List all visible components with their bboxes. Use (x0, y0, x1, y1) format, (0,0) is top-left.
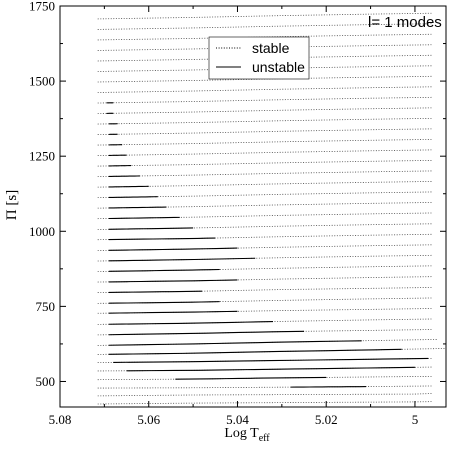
legend-stable-label: stable (252, 40, 290, 56)
y-tick-label-1: 750 (36, 299, 56, 314)
legend-box (208, 36, 310, 80)
unstable-mode-line-12-0 (108, 290, 202, 293)
unstable-mode-line-3-0 (175, 376, 327, 380)
unstable-mode-line-10-0 (108, 310, 238, 314)
stable-mode-line-1 (97, 393, 433, 397)
unstable-mode-line-17-0 (108, 237, 216, 241)
y-tick-label-5: 1750 (29, 0, 55, 14)
x-tick-label-4: 5 (412, 412, 419, 427)
plot-frame (59, 5, 447, 408)
axes-layer: 5.08 5.06 5.04 5.02 5 500 750 1000 1250 1500 1750 (29, 0, 447, 427)
x-tick-label-2: 5.04 (226, 412, 249, 427)
unstable-mode-line-21-0 (108, 196, 158, 199)
unstable-mode-line-8-0 (108, 330, 305, 336)
unstable-mode-line-7-0 (108, 340, 362, 346)
y-tick-label-3: 1250 (29, 149, 55, 164)
unstable-mode-line-20-0 (108, 206, 167, 209)
mode-annotation: l= 1 modes (368, 14, 442, 31)
unstable-mode-line-5-0 (113, 357, 429, 363)
series-layer (97, 12, 447, 405)
y-tick-label-4: 1500 (29, 74, 55, 89)
unstable-mode-line-2-0 (290, 386, 367, 388)
x-axis-label-main: Log T (224, 426, 259, 441)
x-axis-label-subscript: eff (259, 433, 271, 444)
x-axis-label: Log Teff (224, 426, 270, 444)
unstable-mode-line-9-0 (108, 321, 273, 325)
unstable-mode-line-14-0 (108, 268, 220, 272)
unstable-mode-line-18-0 (108, 227, 194, 230)
y-tick-label-2: 1000 (29, 224, 55, 239)
legend: stable unstable (208, 36, 310, 80)
unstable-mode-line-6-0 (108, 348, 402, 355)
unstable-mode-line-4-0 (126, 366, 415, 372)
unstable-mode-line-19-0 (108, 216, 180, 220)
x-tick-label-3: 5.02 (315, 412, 338, 427)
x-tick-label-1: 5.06 (137, 412, 160, 427)
x-tick-label-0: 5.08 (49, 412, 72, 427)
unstable-mode-line-15-0 (108, 257, 256, 262)
unstable-mode-line-16-0 (108, 247, 238, 251)
y-axis-label: Π [s] (4, 190, 20, 220)
y-tick-label-0: 500 (36, 374, 56, 389)
stable-mode-line-0 (97, 401, 433, 405)
unstable-mode-line-11-0 (108, 301, 220, 304)
unstable-mode-line-13-0 (108, 279, 238, 283)
unstable-mode-line-22-0 (108, 185, 149, 188)
legend-unstable-label: unstable (252, 59, 305, 75)
